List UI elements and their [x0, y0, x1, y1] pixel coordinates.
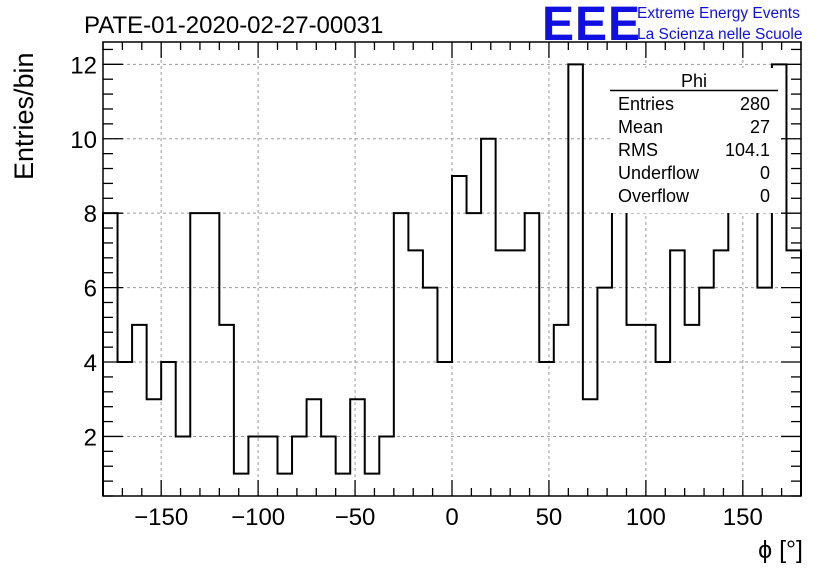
y-tick-label: 12	[70, 52, 97, 79]
x-tick-label: 50	[536, 504, 563, 531]
x-tick-label: −150	[134, 504, 188, 531]
axis-ticks	[102, 42, 802, 497]
org-line-1: Extreme Energy Events	[637, 5, 800, 22]
stats-box-title: Phi	[681, 71, 707, 91]
stats-row-label: Overflow	[618, 186, 690, 206]
stats-row-label: Mean	[618, 117, 663, 137]
y-tick-label: 2	[84, 424, 97, 451]
stats-row-label: RMS	[618, 140, 658, 160]
x-tick-labels: −150 −100 −50 0 50 100 150	[134, 504, 763, 531]
x-tick-label: −50	[335, 504, 376, 531]
y-tick-labels: 2 4 6 8 10 12	[70, 52, 97, 451]
stats-box: Phi Entries 280 Mean 27 RMS 104.1 Underflow 0 Ov…	[610, 68, 778, 213]
x-tick-label: −100	[231, 504, 285, 531]
x-axis-label: ϕ [°]	[758, 536, 803, 564]
y-tick-label: 4	[84, 350, 97, 377]
run-title: PATE-01-2020-02-27-00031	[84, 12, 383, 39]
y-tick-label: 8	[84, 201, 97, 228]
stats-row-label: Entries	[618, 94, 674, 114]
x-tick-label: 0	[445, 504, 458, 531]
y-tick-label: 10	[70, 127, 97, 154]
eee-logo: EEE	[542, 0, 641, 51]
stats-row-value: 27	[750, 117, 770, 137]
y-axis-label: Entries/bin	[9, 52, 39, 180]
x-tick-label: 100	[626, 504, 666, 531]
stats-row-value: 280	[740, 94, 770, 114]
stats-row-value: 104.1	[725, 140, 770, 160]
histogram-series-phi	[102, 63, 802, 496]
stats-row-value: 0	[760, 163, 770, 183]
org-line-2: La Scienza nelle Scuole	[637, 26, 802, 43]
y-tick-label: 6	[84, 276, 97, 303]
x-tick-label: 150	[723, 504, 763, 531]
stats-row-value: 0	[760, 186, 770, 206]
stats-row-label: Underflow	[618, 163, 700, 183]
